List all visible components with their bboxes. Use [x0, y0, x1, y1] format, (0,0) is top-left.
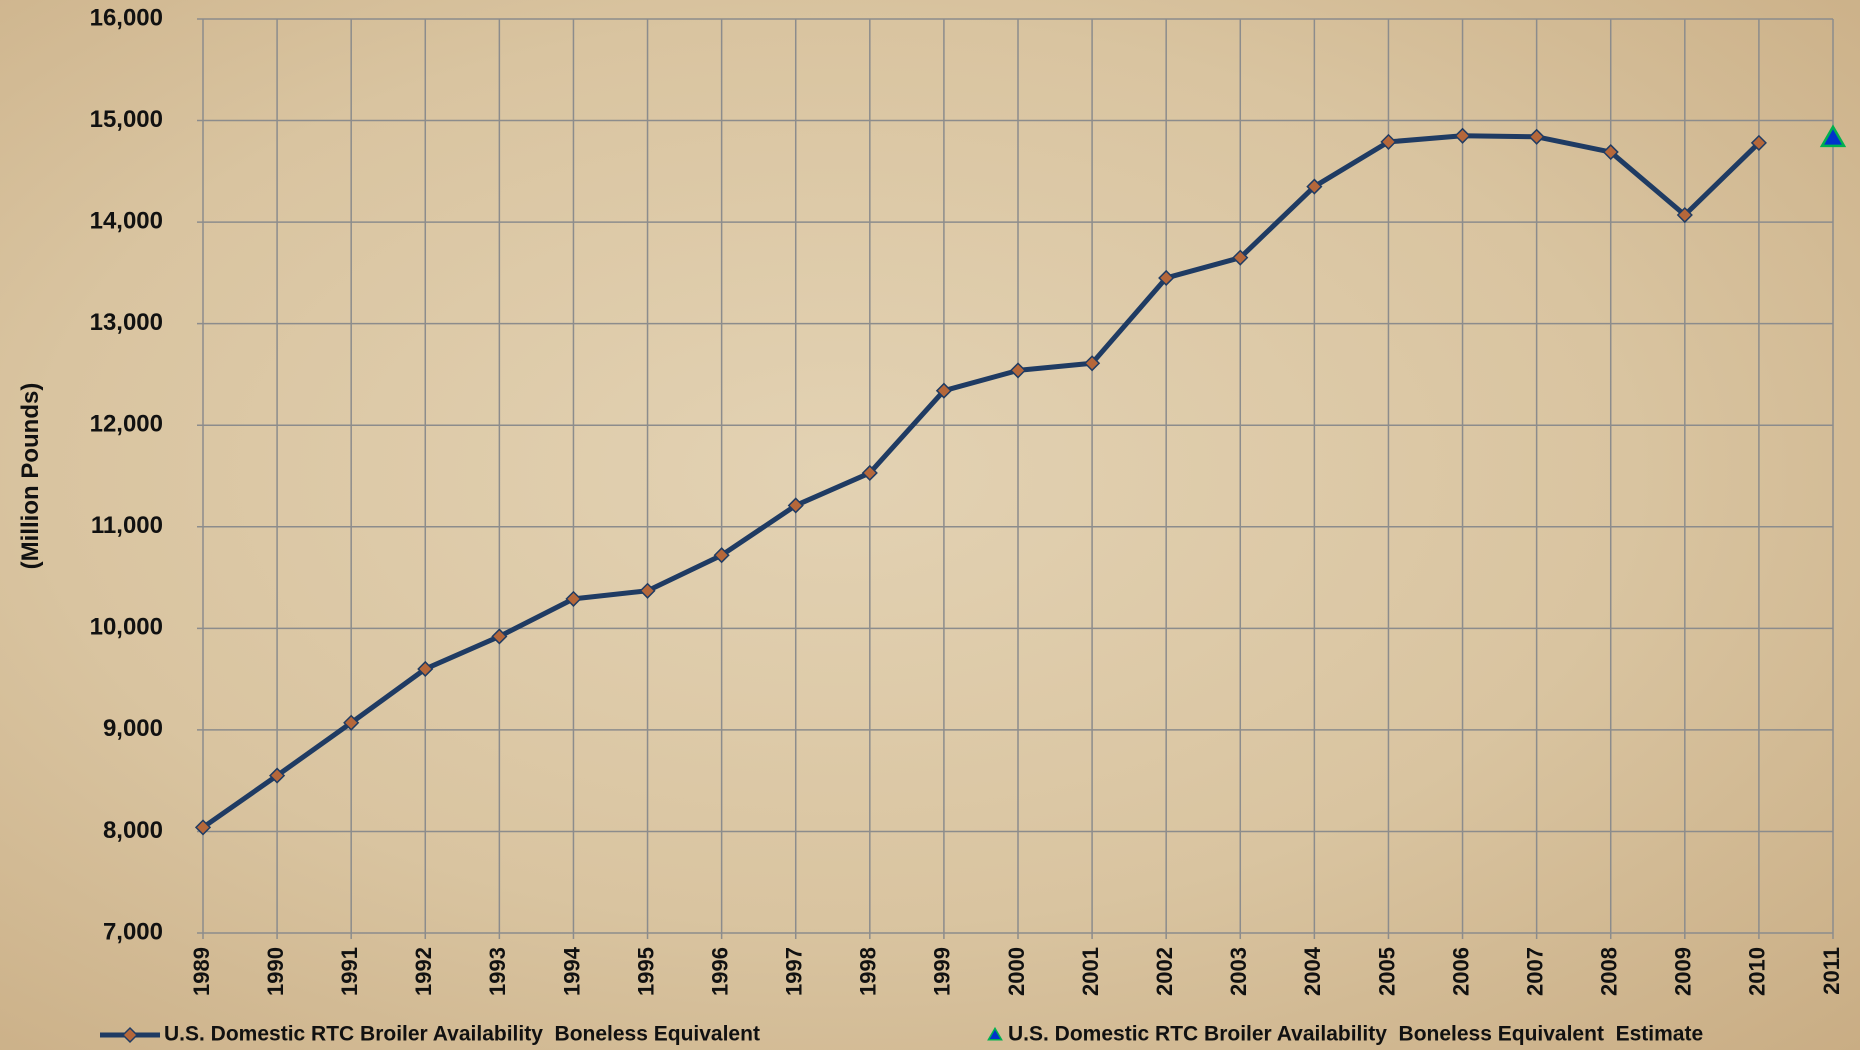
- legend-marker: [987, 1026, 1003, 1041]
- y-tick-label: 7,000: [103, 918, 163, 945]
- legend-label: U.S. Domestic RTC Broiler Availability B…: [1008, 1023, 1703, 1046]
- legend-marker: [121, 1026, 139, 1044]
- point: [269, 767, 286, 784]
- x-tick-label: 2004: [1300, 946, 1325, 996]
- point: [565, 590, 582, 607]
- y-tick-label: 14,000: [90, 207, 163, 234]
- x-tick-label: 1993: [485, 947, 510, 996]
- point: [1084, 355, 1101, 372]
- y-axis-label: (Million Pounds): [17, 383, 44, 570]
- x-tick-label: 1999: [930, 947, 955, 996]
- point: [1454, 127, 1471, 144]
- x-tick-label: 2008: [1597, 947, 1622, 996]
- y-tick-label: 13,000: [90, 309, 163, 336]
- point: [1602, 143, 1619, 161]
- point: [417, 660, 434, 678]
- point: [713, 547, 730, 564]
- point: [787, 497, 804, 514]
- point: [639, 582, 656, 599]
- x-tick-label: 2003: [1226, 947, 1251, 996]
- x-tick-label: 1995: [633, 947, 658, 996]
- point: [1819, 124, 1847, 148]
- series-line: [201, 133, 1761, 830]
- x-tick-label: 1996: [707, 947, 732, 996]
- x-tick-label: 1994: [559, 946, 584, 996]
- point: [1232, 249, 1249, 266]
- y-tick-label: 8,000: [103, 817, 163, 844]
- legend-label: U.S. Domestic RTC Broiler Availability B…: [164, 1023, 760, 1046]
- x-tick-label: 2001: [1078, 947, 1103, 996]
- point: [1158, 269, 1175, 287]
- y-tick-label: 11,000: [91, 512, 163, 539]
- y-tick-label: 12,000: [90, 411, 163, 438]
- x-tick-label: 1990: [263, 947, 288, 996]
- point: [1306, 178, 1323, 195]
- x-tick-label: 2009: [1671, 947, 1696, 996]
- y-tick-label: 10,000: [90, 614, 163, 641]
- x-tick-label: 2000: [1004, 947, 1029, 996]
- x-tick-label: 2006: [1448, 947, 1473, 996]
- x-tick-label: 1989: [189, 947, 214, 996]
- point: [1380, 133, 1397, 150]
- point: [1676, 206, 1693, 224]
- point: [1528, 128, 1545, 145]
- y-tick-label: 16,000: [90, 4, 163, 31]
- y-tick-label: 15,000: [90, 106, 163, 133]
- x-tick-label: 2005: [1374, 947, 1399, 996]
- point: [1750, 134, 1767, 151]
- x-tick-label: 2007: [1522, 947, 1547, 996]
- x-tick-label: 1991: [337, 947, 362, 996]
- point: [343, 714, 360, 731]
- x-tick-label: 1998: [856, 947, 881, 996]
- point: [861, 464, 878, 482]
- x-tick-label: 2002: [1152, 947, 1177, 996]
- x-tick-label: 1992: [411, 947, 436, 996]
- x-tick-label: 1997: [782, 947, 807, 996]
- x-tick-label: 2010: [1745, 947, 1770, 996]
- point: [194, 819, 212, 836]
- x-tick-label: 2011: [1819, 947, 1844, 995]
- y-tick-label: 9,000: [103, 715, 163, 742]
- point: [1009, 362, 1027, 379]
- point: [491, 628, 508, 645]
- point: [935, 382, 952, 399]
